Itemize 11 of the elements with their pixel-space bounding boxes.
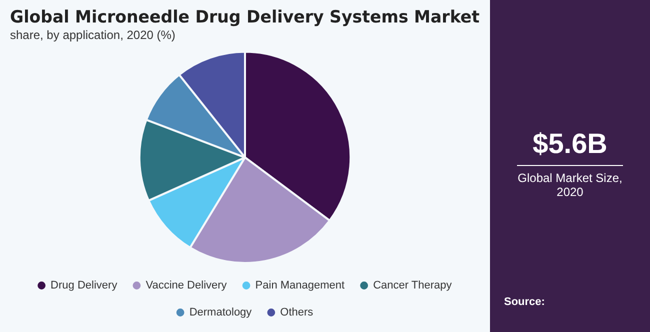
chart-subtitle: share, by application, 2020 (%)	[10, 28, 176, 42]
legend-label: Dermatology	[189, 306, 252, 319]
legend-label: Cancer Therapy	[373, 280, 452, 292]
source-note: Source:	[504, 296, 545, 308]
text: Global Market Size, 2020	[516, 171, 624, 199]
text: $5.6B	[532, 128, 608, 160]
legend-label: Vaccine Delivery	[146, 280, 228, 292]
chart-title: Global Microneedle Drug Delivery Systems Market	[10, 6, 480, 27]
legend-label: Drug Delivery	[50, 280, 118, 292]
legend-label: Pain Management	[255, 280, 345, 292]
legend-label: Others	[280, 306, 314, 319]
